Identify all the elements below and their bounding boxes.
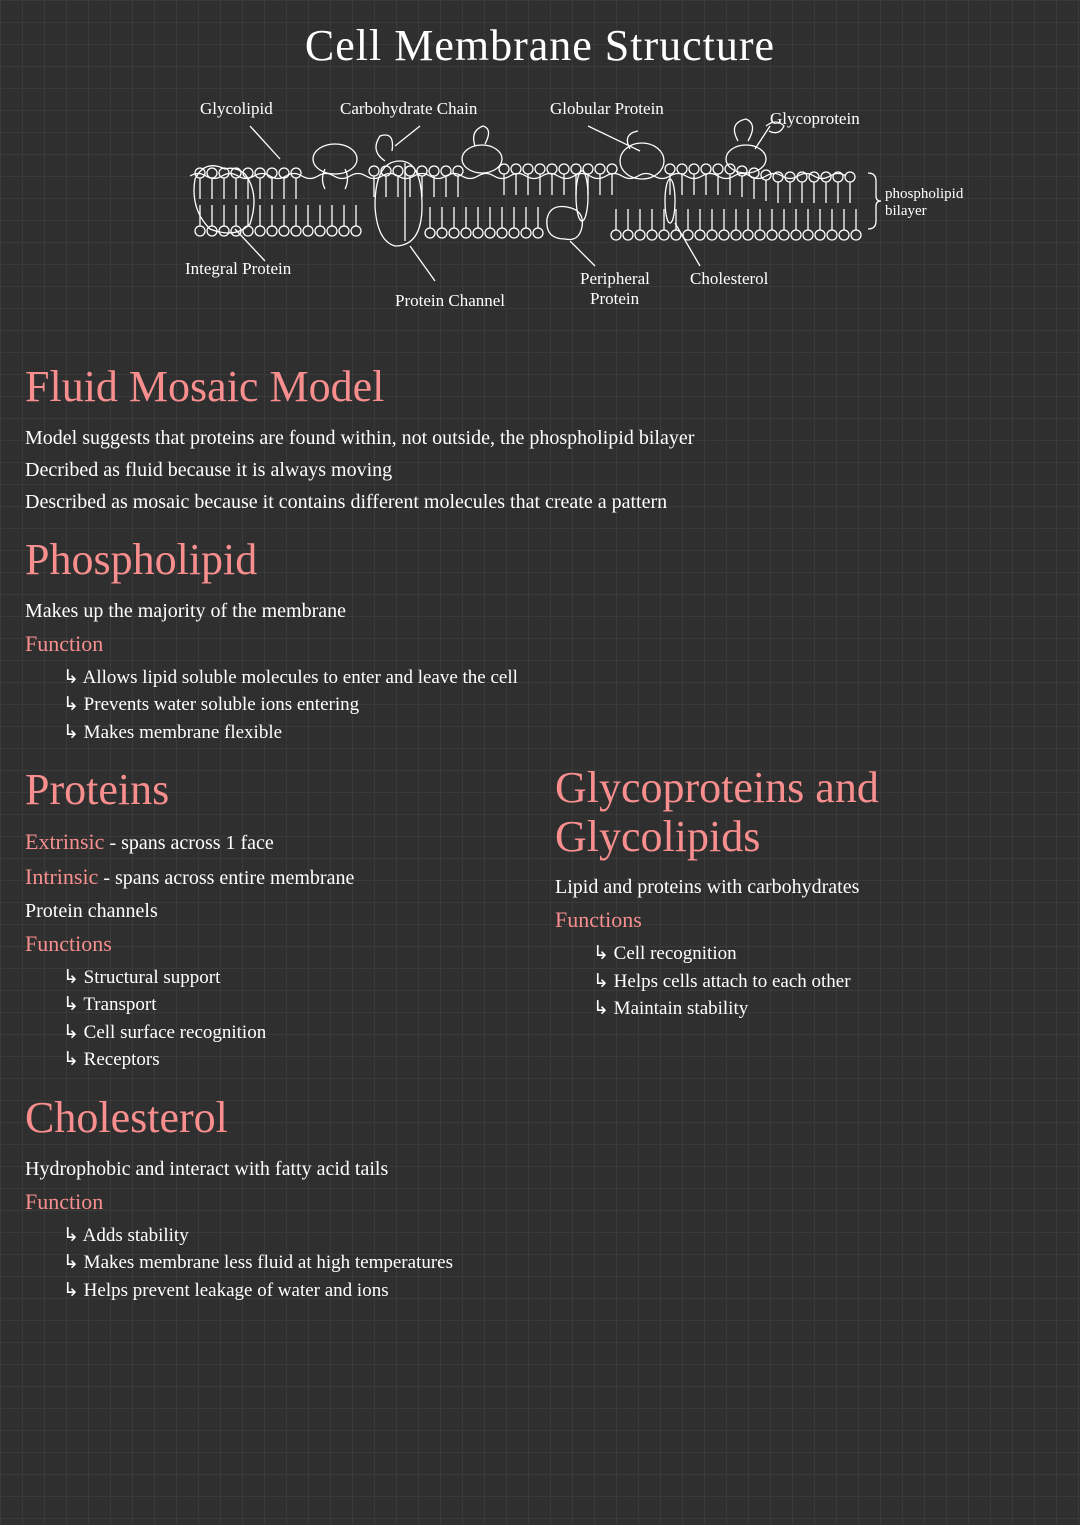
label-peripheral1: Peripheral (580, 269, 650, 289)
fluid-mosaic-section: Fluid Mosaic Model Model suggests that p… (25, 361, 1055, 516)
glyco-section: Glycoproteins and Glycolipids Lipid and … (555, 764, 1055, 1074)
fluid-line1: Model suggests that proteins are found w… (25, 424, 1055, 452)
proteins-intrinsic: Intrinsic - spans across entire membrane (25, 862, 525, 893)
label-channel: Protein Channel (395, 291, 505, 311)
proteins-f2: Transport (25, 991, 525, 1019)
glyco-func-label: Functions (555, 905, 1055, 936)
proteins-section: Proteins Extrinsic - spans across 1 face… (25, 764, 525, 1074)
cholesterol-func-label: Function (25, 1187, 1055, 1218)
phospholipid-func-label: Function (25, 629, 1055, 660)
label-cholesterol: Cholesterol (690, 269, 768, 289)
fluid-line2: Decribed as fluid because it is always m… (25, 456, 1055, 484)
cholesterol-f3: Helps prevent leakage of water and ions (25, 1277, 1055, 1305)
label-carb-chain: Carbohydrate Chain (340, 99, 477, 119)
cholesterol-f2: Makes membrane less fluid at high temper… (25, 1249, 1055, 1277)
proteins-f4: Receptors (25, 1046, 525, 1074)
intrinsic-label: Intrinsic (25, 864, 98, 889)
glyco-f2: Helps cells attach to each other (555, 968, 1055, 996)
page-title: Cell Membrane Structure (25, 20, 1055, 71)
label-integral: Integral Protein (185, 259, 291, 279)
membrane-diagram: Glycolipid Carbohydrate Chain Globular P… (130, 81, 950, 331)
glyco-heading: Glycoproteins and Glycolipids (555, 764, 1055, 861)
glyco-f3: Maintain stability (555, 995, 1055, 1023)
label-bilayer2: bilayer (885, 203, 927, 220)
proteins-channels: Protein channels (25, 897, 525, 925)
proteins-extrinsic: Extrinsic - spans across 1 face (25, 827, 525, 858)
phospholipid-line1: Makes up the majority of the membrane (25, 597, 1055, 625)
intrinsic-text: - spans across entire membrane (98, 867, 354, 889)
glyco-f1: Cell recognition (555, 940, 1055, 968)
phospholipid-f1: Allows lipid soluble molecules to enter … (25, 664, 1055, 692)
glyco-line1: Lipid and proteins with carbohydrates (555, 873, 1055, 901)
label-bilayer1: phospholipid (885, 186, 963, 203)
label-glycoprotein: Glycoprotein (770, 109, 860, 129)
label-glycolipid: Glycolipid (200, 99, 273, 119)
proteins-heading: Proteins (25, 764, 525, 815)
proteins-f3: Cell surface recognition (25, 1019, 525, 1047)
phospholipid-f3: Makes membrane flexible (25, 719, 1055, 747)
proteins-func-label: Functions (25, 929, 525, 960)
cholesterol-f1: Adds stability (25, 1222, 1055, 1250)
extrinsic-text: - spans across 1 face (104, 832, 273, 854)
cholesterol-section: Cholesterol Hydrophobic and interact wit… (25, 1092, 1055, 1304)
proteins-f1: Structural support (25, 964, 525, 992)
phospholipid-heading: Phospholipid (25, 534, 1055, 585)
cholesterol-line1: Hydrophobic and interact with fatty acid… (25, 1155, 1055, 1183)
extrinsic-label: Extrinsic (25, 829, 104, 854)
fluid-line3: Described as mosaic because it contains … (25, 488, 1055, 516)
phospholipid-f2: Prevents water soluble ions entering (25, 691, 1055, 719)
label-globular: Globular Protein (550, 99, 664, 119)
cholesterol-heading: Cholesterol (25, 1092, 1055, 1143)
fluid-heading: Fluid Mosaic Model (25, 361, 1055, 412)
phospholipid-section: Phospholipid Makes up the majority of th… (25, 534, 1055, 746)
label-peripheral2: Protein (590, 289, 639, 309)
